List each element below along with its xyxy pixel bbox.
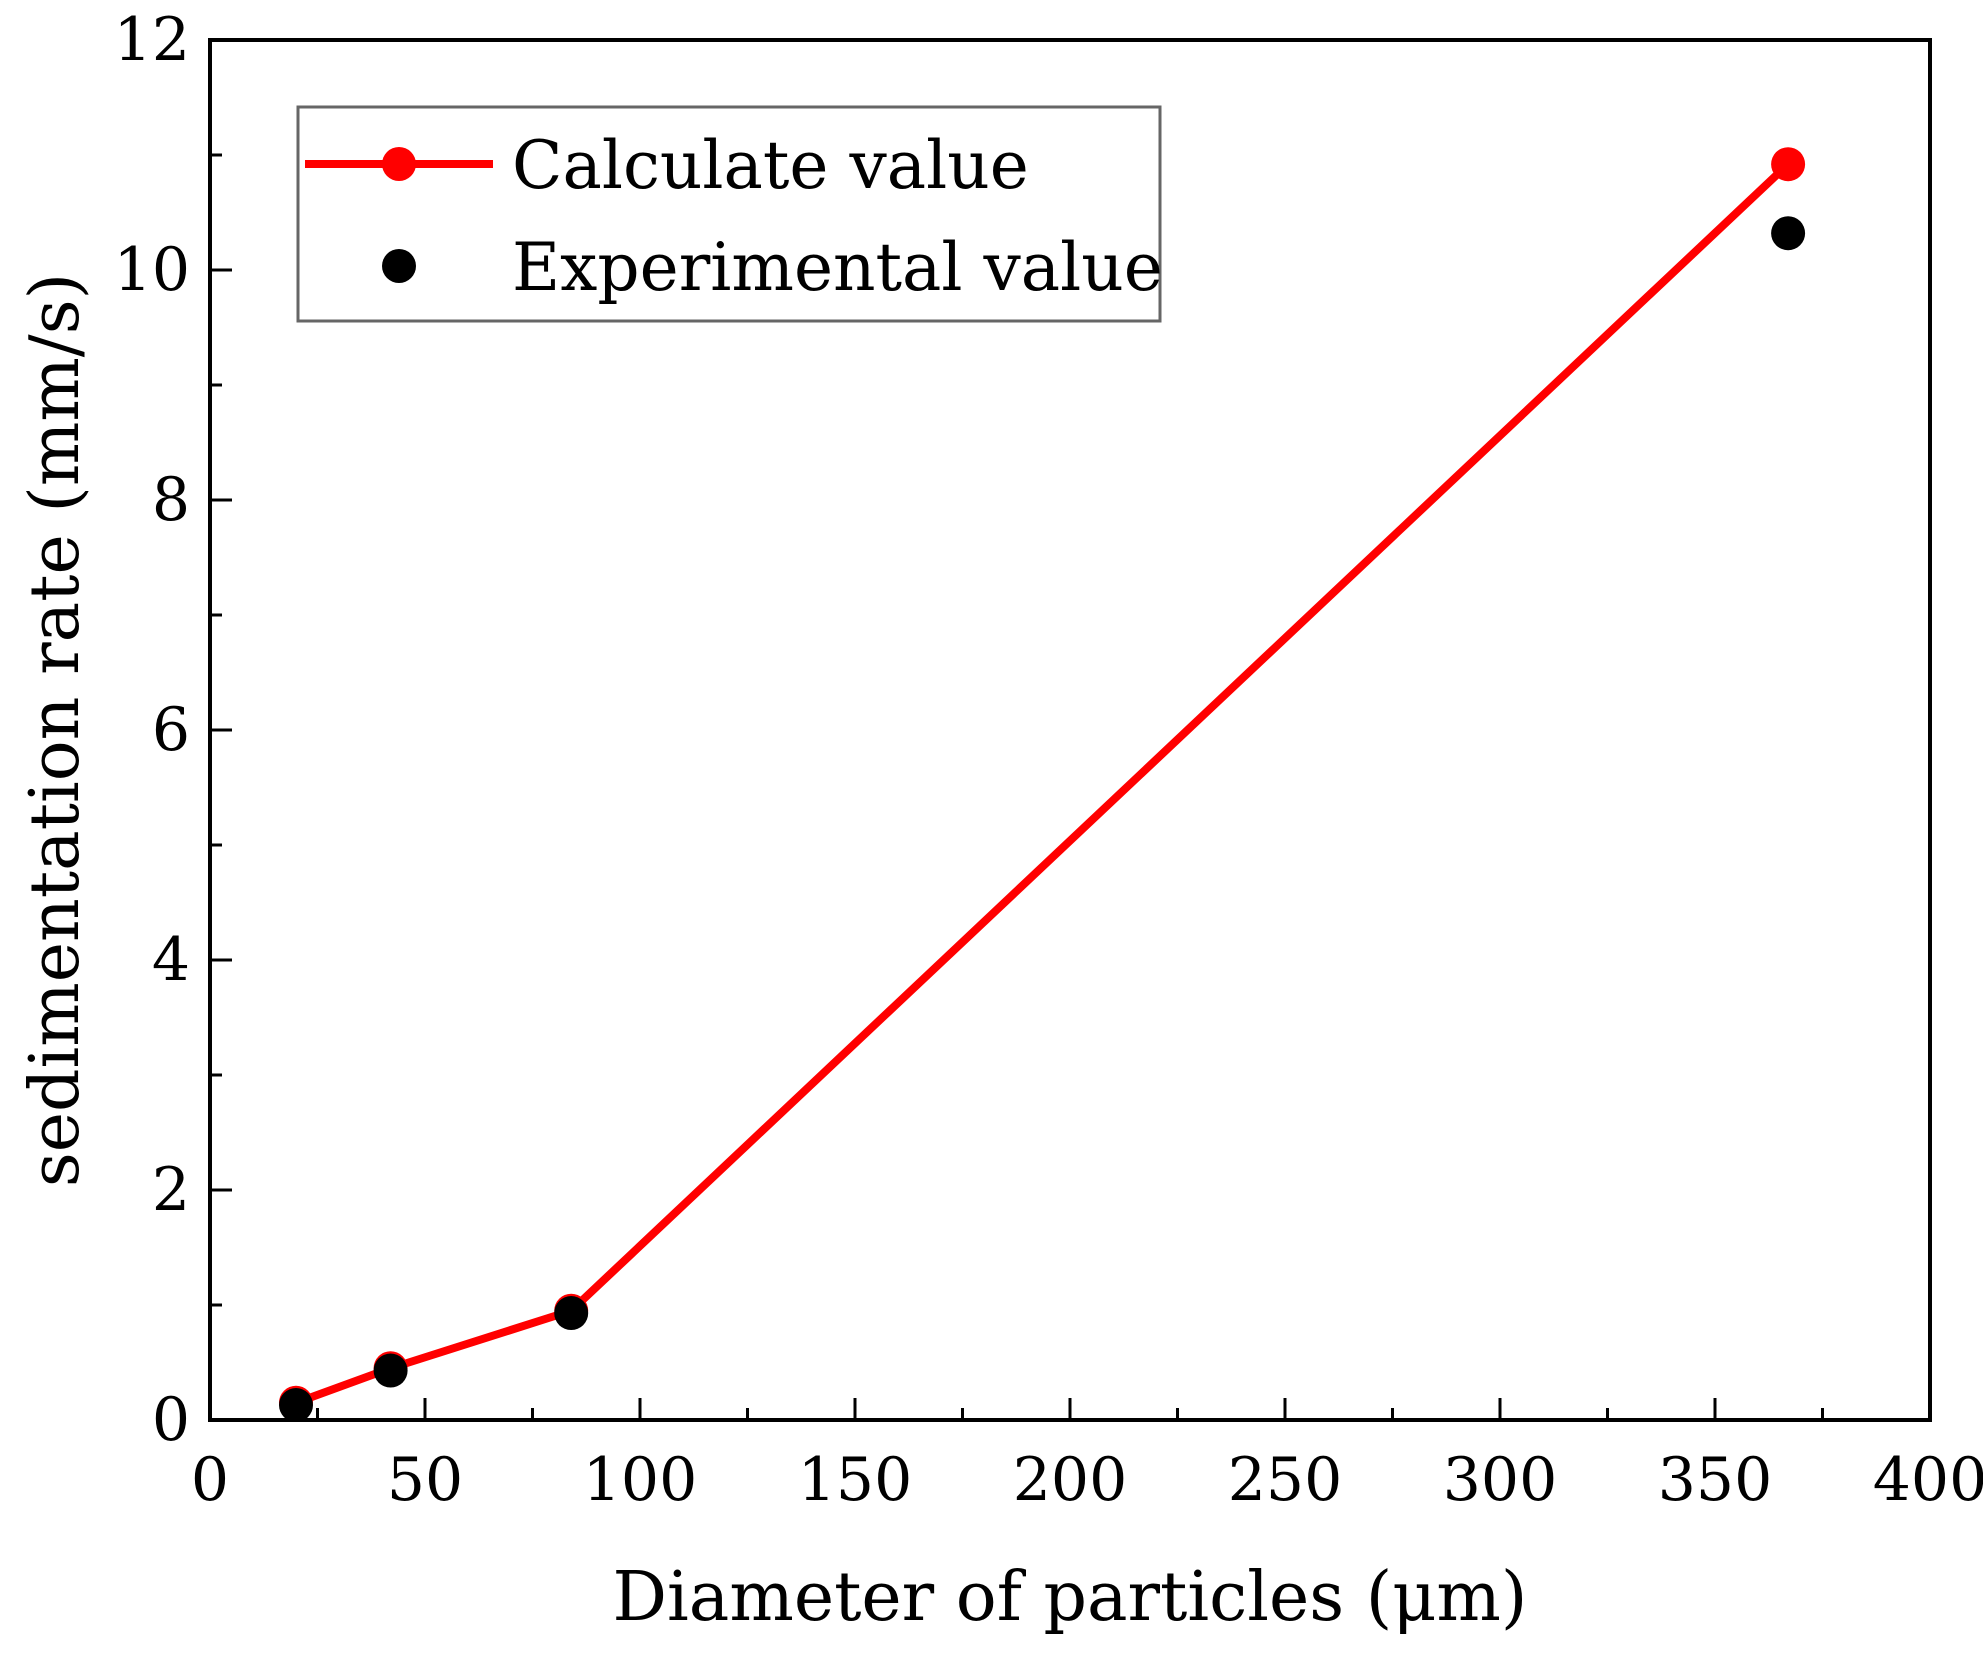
point-experimental-value (279, 1388, 313, 1423)
x-tick-label: 200 (1013, 1445, 1128, 1515)
y-tick-label: 4 (152, 925, 190, 995)
x-tick-label: 50 (387, 1445, 463, 1515)
x-tick-label: 100 (583, 1445, 698, 1515)
y-axis-ticks: 0 2 4 6 8 10 12 (114, 5, 232, 1455)
x-tick-label: 150 (798, 1445, 913, 1515)
x-axis-title: Diameter of particles (μm) (613, 1558, 1528, 1637)
legend: Calculate value Experimental value (296, 105, 1163, 323)
x-tick-label: 350 (1658, 1445, 1773, 1515)
point-experimental-value (554, 1296, 589, 1331)
y-tick-label: 2 (152, 1155, 190, 1225)
legend-label-experimental: Experimental value (512, 229, 1163, 306)
y-axis-title: sedimentation rate (mm/s) (16, 273, 95, 1187)
y-tick-label: 8 (152, 465, 190, 535)
series-line-calculate-value (294, 161, 1791, 1407)
y-tick-label: 0 (152, 1385, 190, 1455)
series-layer (279, 147, 1806, 1423)
point-calculate-value (1771, 147, 1806, 182)
y-tick-label: 10 (114, 235, 190, 305)
point-experimental-value (373, 1353, 408, 1388)
x-tick-label: 400 (1873, 1445, 1983, 1515)
y-tick-label: 12 (114, 5, 190, 75)
x-tick-label: 300 (1443, 1445, 1558, 1515)
x-tick-label: 250 (1228, 1445, 1343, 1515)
legend-box (296, 105, 1162, 323)
legend-marker-experimental (382, 249, 416, 283)
x-tick-label: 0 (191, 1445, 229, 1515)
legend-label-calculate: Calculate value (512, 127, 1029, 204)
y-tick-label: 6 (152, 695, 190, 765)
point-experimental-value (1771, 216, 1806, 251)
legend-marker-calculate (382, 147, 416, 181)
x-axis-ticks: 0 50 100 150 200 250 300 350 400 (191, 1398, 1983, 1515)
